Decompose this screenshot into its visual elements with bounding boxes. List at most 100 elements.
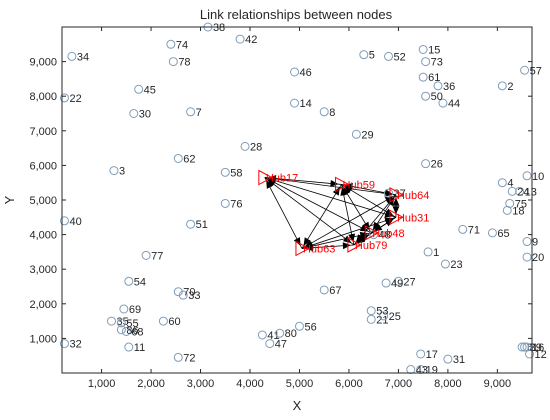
node-label: 70 [183,287,195,299]
node-marker [116,325,126,335]
edge-arrowhead [304,244,314,252]
node-label: 11 [134,342,145,354]
y-tick-label: 2,000 [29,299,57,311]
x-tick-label: 7,000 [385,378,413,390]
y-tick-label: 4,000 [29,230,57,242]
edge-arrowhead [384,196,394,204]
node-label: 71 [468,224,480,236]
node-label: 43 [416,365,428,377]
node-label: 52 [394,51,406,63]
node-label: 3 [119,166,125,178]
node-marker [507,186,517,196]
hub-marker [364,225,380,241]
edge-line [264,177,372,234]
hub-label: Hub31 [397,212,429,224]
x-tick-label: 1,000 [88,378,116,390]
hub-label: Hub48 [372,228,404,240]
node-marker [319,285,329,295]
node-marker [440,259,450,269]
node-marker [366,314,376,324]
y-axis-label: Y [2,195,17,204]
edge-arrowhead [303,237,311,246]
node-marker [168,57,178,67]
node-marker [487,228,497,238]
node-label: 12 [535,349,547,361]
node-marker [421,159,431,169]
hub-marker [389,186,405,203]
node-marker [520,342,530,352]
node-label: 75 [515,198,527,210]
edge-arrowhead [392,197,400,206]
edge-arrowhead [359,231,369,239]
node-marker [522,342,532,352]
edge-arrowhead [343,235,352,244]
node-marker [406,365,416,375]
node-marker [497,81,507,91]
node-marker [235,34,245,44]
node-marker [384,188,394,198]
node-label: 57 [530,65,542,77]
edge-arrowhead [342,242,351,250]
node-marker [257,330,267,340]
node-label: 34 [77,51,89,63]
node-label: 65 [497,228,509,240]
node-label: 29 [361,129,373,141]
node-marker [416,365,426,375]
node-marker [515,186,525,196]
node-marker [141,250,151,260]
hub-marker [347,237,362,253]
edge-arrowhead [340,187,348,196]
node-marker [381,278,391,288]
node-marker [497,178,507,188]
edge-arrowhead [384,189,394,197]
node-marker [124,342,134,352]
ticks-layer: 1,000 2,000 3,000 4,000 5,000 6,000 7,000 8,000… [29,27,532,390]
node-label: 58 [230,167,242,179]
node-label: 7 [196,107,202,119]
y-tick-label: 9,000 [29,57,57,69]
edge-arrowhead [293,237,301,246]
node-label: 80 [285,328,297,340]
node-label: 76 [230,198,242,210]
node-label: 33 [188,290,200,302]
y-tick-label: 3,000 [29,264,57,276]
node-marker [59,93,69,103]
node-marker [106,316,116,326]
chart-title: Link relationships between nodes [200,7,393,22]
node-label: 4 [507,178,513,190]
node-label: 86 [126,325,138,337]
node-label: 60 [168,316,180,328]
node-label: 24 [517,186,529,198]
x-tick-label: 9,000 [484,378,512,390]
node-label: 25 [389,311,401,323]
x-tick-label: 2,000 [137,378,165,390]
hub-marker [389,209,405,226]
node-marker [433,81,443,91]
node-marker [173,287,183,297]
node-label: 30 [139,109,151,121]
node-label: 40 [69,216,81,228]
node-label: 14 [300,98,312,110]
hub-label: Hub17 [266,173,298,185]
node-marker [421,57,431,67]
node-marker [275,328,285,338]
node-marker [220,167,230,177]
node-label: 46 [300,67,312,79]
edge-arrowhead [372,221,381,231]
node-label: 16 [532,342,544,354]
hub-label: Hub59 [343,179,375,191]
node-marker [290,67,300,77]
node-label: 18 [512,205,524,217]
node-marker [418,44,428,54]
node-label: 23 [450,259,462,271]
edge-arrowhead [373,224,383,232]
hub-label: Hub63 [303,243,335,255]
y-tick-label: 7,000 [29,126,57,138]
node-label: 1 [433,247,439,259]
edge-line [301,232,372,249]
node-marker [517,342,527,352]
node-label: 54 [134,276,146,288]
node-label: 50 [431,91,443,103]
node-marker [522,171,532,181]
